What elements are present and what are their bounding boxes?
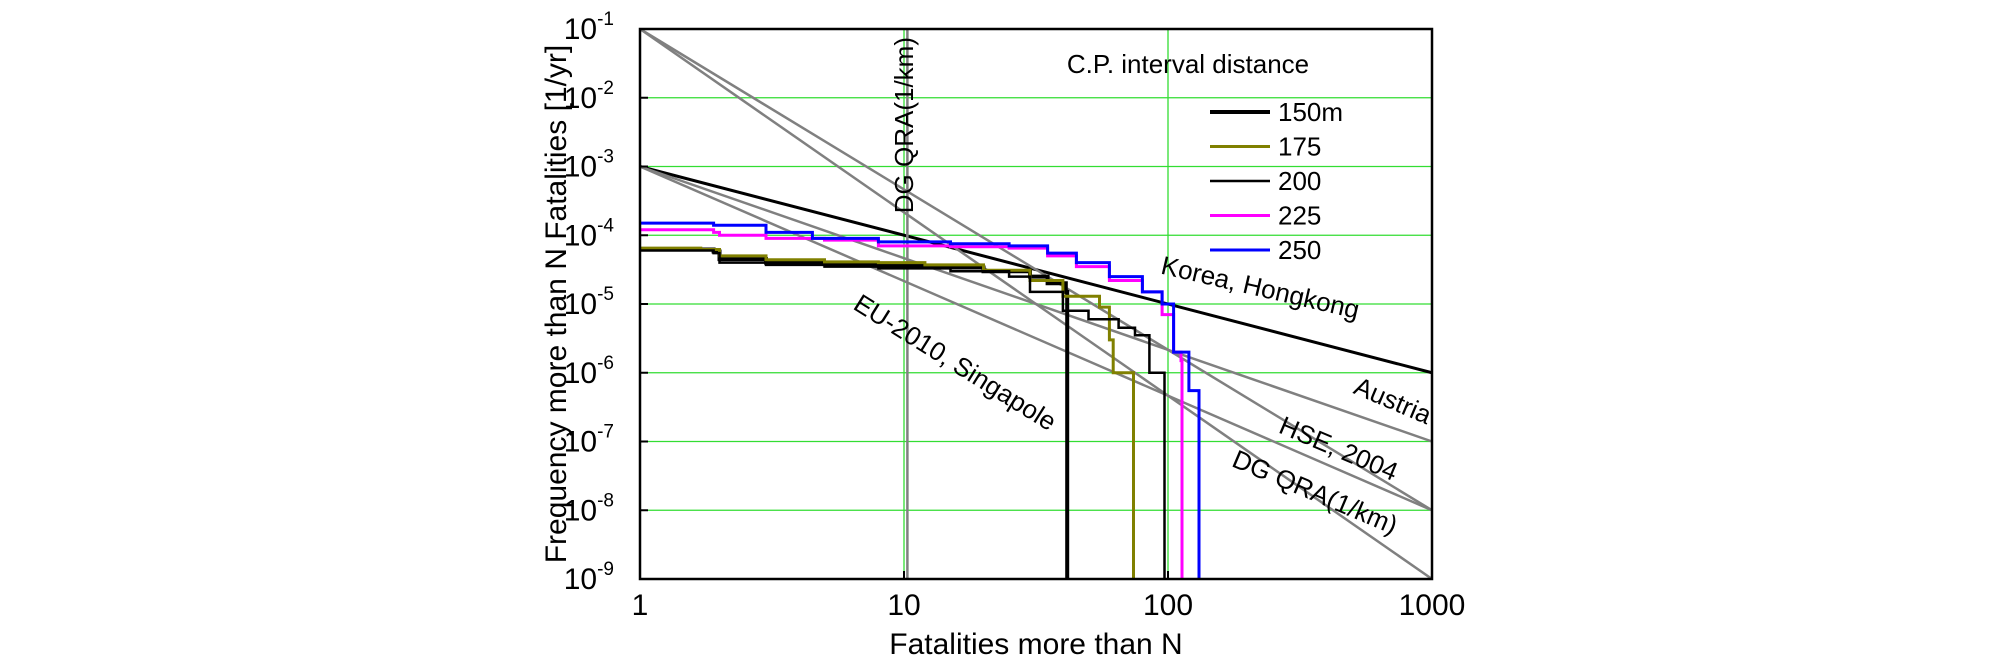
series-line-150m [640, 247, 1070, 579]
legend-label-200: 200 [1278, 166, 1321, 196]
criteria-line-3 [639, 165, 1433, 512]
x-tick-label: 1000 [1399, 589, 1466, 622]
legend-label-150m: 150m [1278, 97, 1343, 127]
y-tick-label: 10-1 [564, 9, 614, 46]
legend-title: C.P. interval distance [1067, 49, 1309, 79]
annotation-4: EU-2010, Singapole [849, 288, 1062, 437]
x-tick-label: 100 [1143, 589, 1193, 622]
x-tick-label: 1 [632, 589, 649, 622]
series-line-200 [640, 249, 1166, 579]
annotation-1: Austria [1350, 371, 1437, 430]
y-tick-label: 10-8 [564, 490, 614, 527]
annotation-5: DG QRA(1/km) [889, 37, 919, 213]
criteria-line-4 [639, 27, 1433, 581]
series-line-175 [640, 246, 1135, 579]
x-tick-label: 10 [887, 589, 920, 622]
series-line-250 [640, 221, 1201, 579]
criteria-lines [639, 27, 1433, 581]
y-axis-label: Frequency more than N Fatalities [1/yr] [540, 45, 573, 564]
annotation-0: Korea, Hongkong [1158, 250, 1362, 325]
legend-label-250: 250 [1278, 235, 1321, 265]
axis-ticks: 1 10 100 100010-910-810-710-610-510-410-310… [564, 9, 1466, 622]
x-axis-label: Fatalities more than N [889, 628, 1182, 661]
legend-label-175: 175 [1278, 132, 1321, 162]
legend: C.P. interval distance 150m 175 200 225 250 [1067, 49, 1343, 265]
y-tick-label: 10-9 [564, 559, 614, 596]
legend-label-225: 225 [1278, 201, 1321, 231]
criteria-line-2 [639, 27, 1433, 512]
series-line-225 [640, 228, 1184, 579]
series-lines [640, 221, 1201, 579]
y-tick-label: 10-3 [564, 147, 614, 184]
